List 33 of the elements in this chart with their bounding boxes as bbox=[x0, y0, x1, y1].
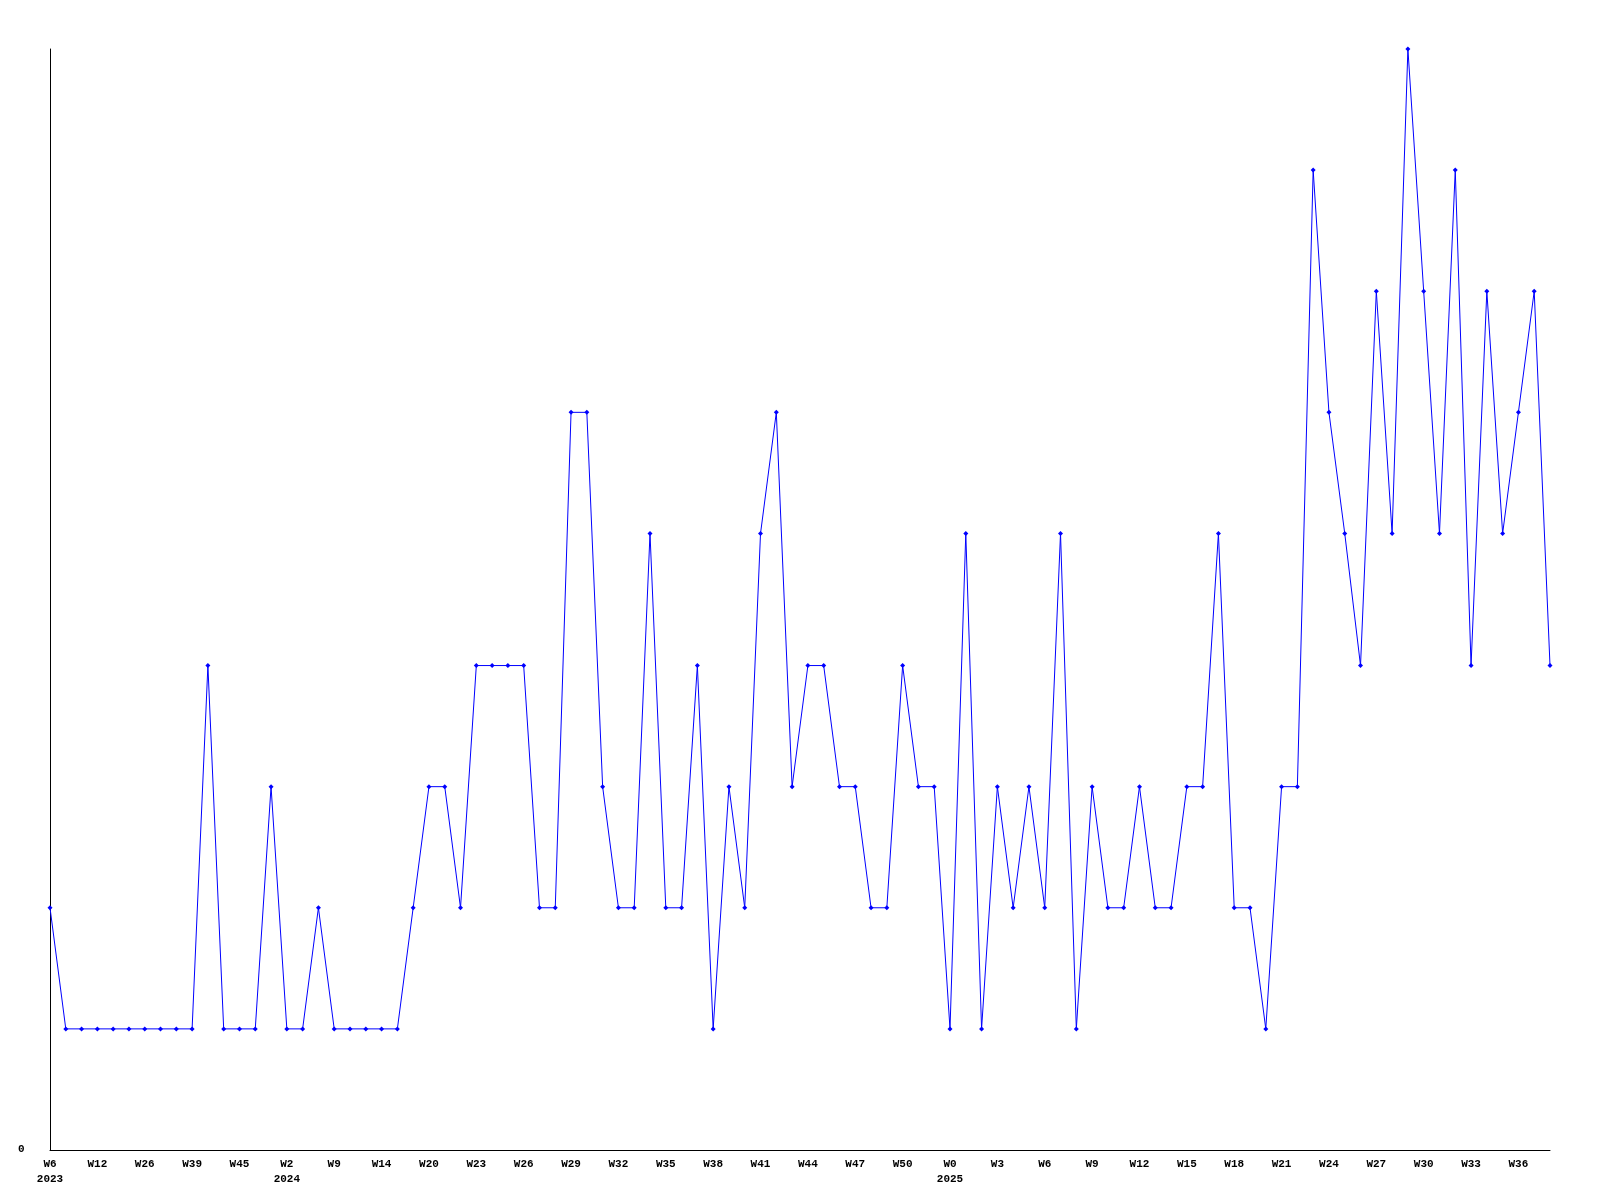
x-tick-label: W14 bbox=[371, 1157, 392, 1170]
x-tick-label: W27 bbox=[1366, 1157, 1387, 1170]
x-tick-label: W15 bbox=[1176, 1157, 1198, 1170]
x-tick-label: W2 2024 bbox=[273, 1157, 301, 1185]
x-tick-label: W23 bbox=[466, 1157, 487, 1170]
x-tick-label: W9 bbox=[1085, 1157, 1099, 1170]
x-tick-label: W39 bbox=[182, 1157, 203, 1170]
x-tick-label: W26 bbox=[513, 1157, 534, 1170]
x-tick-label: W24 bbox=[1319, 1157, 1340, 1170]
x-tick-label: W26 bbox=[134, 1157, 155, 1170]
x-tick-label: W18 bbox=[1224, 1157, 1245, 1170]
x-tick-label: W38 bbox=[703, 1157, 724, 1170]
x-tick-label: W36 bbox=[1508, 1157, 1529, 1170]
x-tick-label: W35 bbox=[655, 1157, 677, 1170]
x-tick-label: W41 bbox=[750, 1157, 771, 1170]
x-tick-label: W6 2023 bbox=[36, 1157, 64, 1185]
x-tick-label: W50 bbox=[892, 1157, 913, 1170]
x-tick-label: W29 bbox=[561, 1157, 581, 1170]
x-tick-label: W33 bbox=[1461, 1157, 1482, 1170]
x-tick-label: W20 bbox=[419, 1157, 439, 1170]
x-tick-label: W45 bbox=[229, 1157, 250, 1170]
x-tick-label: W32 bbox=[608, 1157, 629, 1170]
x-tick-label: W47 bbox=[845, 1157, 866, 1170]
x-tick-label: W44 bbox=[797, 1157, 819, 1170]
x-tick-label: W12 bbox=[1129, 1157, 1150, 1170]
x-tick-label: W30 bbox=[1413, 1157, 1434, 1170]
x-tick-label: W0 2025 bbox=[936, 1157, 964, 1185]
x-tick-label: W9 bbox=[327, 1157, 341, 1170]
x-tick-label: W21 bbox=[1271, 1157, 1292, 1170]
x-tick-label: W12 bbox=[87, 1157, 108, 1170]
text: 0 bbox=[18, 1142, 25, 1155]
x-tick-label: W3 bbox=[990, 1157, 1005, 1170]
x-tick-label: W6 bbox=[1038, 1157, 1052, 1170]
